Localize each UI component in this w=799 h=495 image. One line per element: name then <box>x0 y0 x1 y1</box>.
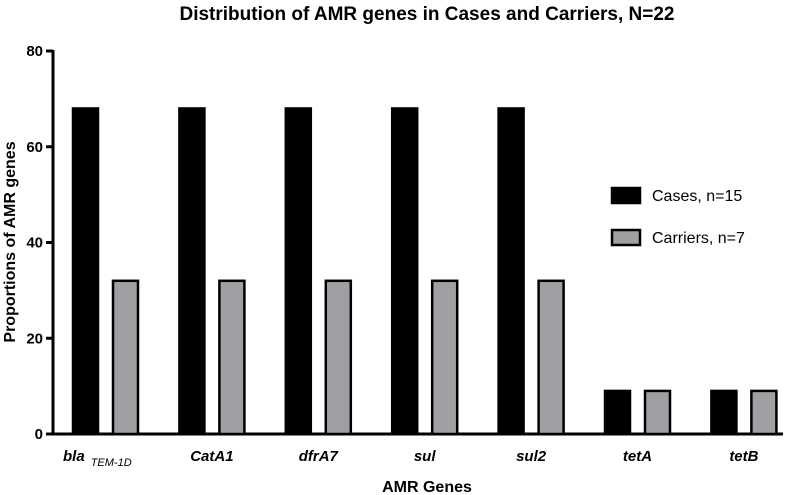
x-tick-label: CatA1 <box>190 448 233 465</box>
y-tick-label: 60 <box>26 139 43 156</box>
x-axis-label: AMR Genes <box>382 479 472 495</box>
bar-carriers <box>218 279 246 436</box>
bar-cases <box>284 107 313 436</box>
y-tick-label: 20 <box>26 330 43 347</box>
y-tick-label: 80 <box>26 43 43 60</box>
bar-carriers <box>750 389 778 436</box>
bar-carriers <box>324 279 353 436</box>
legend-label: Carriers, n=7 <box>652 230 745 247</box>
legend: Cases, n=15 Carriers, n=7 <box>610 186 745 247</box>
bar-carriers <box>430 279 459 436</box>
y-tick-label: 40 <box>26 235 43 252</box>
bar-cases <box>178 107 206 436</box>
bar-carriers <box>537 279 565 436</box>
bar-cases <box>497 107 525 436</box>
y-axis-label: Proportions of AMR genes <box>2 141 19 342</box>
x-tick-label: tetA <box>623 448 652 465</box>
x-tick-label: dfrA7 <box>299 448 339 465</box>
legend-label: Cases, n=15 <box>652 188 742 205</box>
plot-area: 0 20 40 60 80 bla TEM-1D CatA1 dfrA7 sul sul2 tetA t… <box>26 43 783 469</box>
bar-carriers <box>111 279 140 436</box>
x-tick-label: sul <box>414 448 437 465</box>
chart-title: Distribution of AMR genes in Cases and C… <box>179 4 674 25</box>
legend-swatch <box>610 228 642 247</box>
x-tick-label: sul2 <box>516 448 547 465</box>
bar-cases <box>710 389 738 436</box>
bar-carriers <box>643 389 672 436</box>
y-tick-label: 0 <box>35 426 43 443</box>
x-tick-label: bla TEM-1D <box>63 448 132 469</box>
legend-swatch <box>610 186 642 205</box>
bar-cases <box>603 389 632 436</box>
bar-cases <box>390 107 419 436</box>
x-tick-label: tetB <box>729 448 758 465</box>
bar-cases <box>71 107 100 436</box>
